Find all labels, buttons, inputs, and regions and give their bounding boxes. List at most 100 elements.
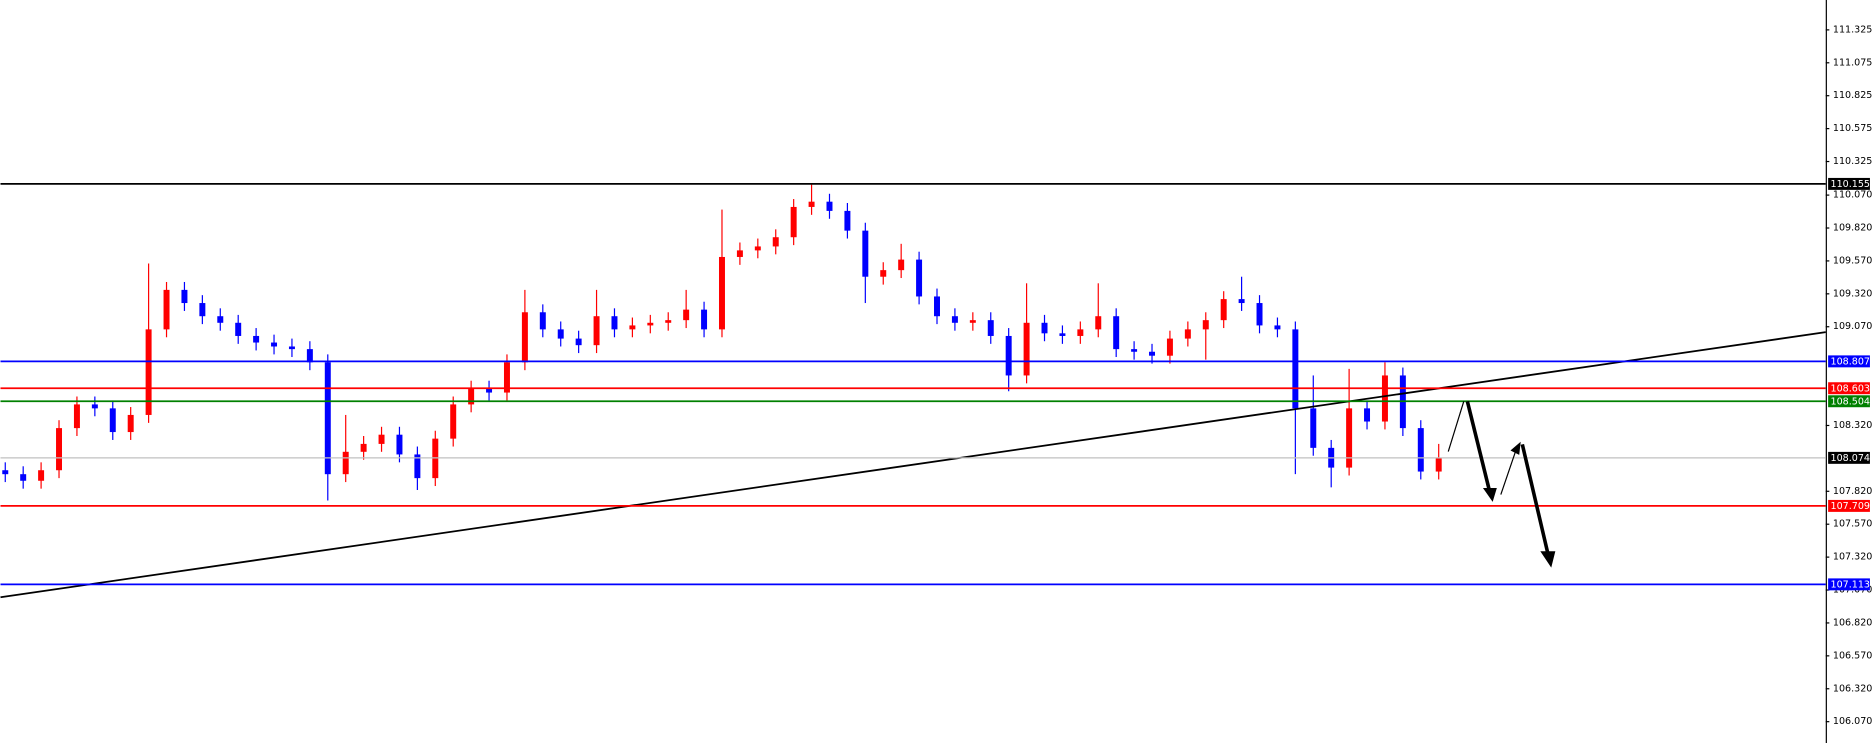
- y-tick-label: 106.070: [1833, 716, 1872, 727]
- candle-body: [73, 404, 80, 429]
- candle-body: [503, 362, 510, 393]
- candle-body: [683, 309, 690, 321]
- candle-body: [575, 338, 582, 346]
- candle-body: [1184, 329, 1191, 339]
- candle-body: [38, 470, 45, 481]
- candle-body: [862, 230, 869, 277]
- candle-body: [1059, 333, 1066, 336]
- candle-body: [1364, 408, 1371, 422]
- candle-body: [1310, 408, 1317, 448]
- trendline: [0, 331, 1826, 599]
- candle-body: [1381, 375, 1388, 422]
- arrow-head: [1510, 441, 1521, 455]
- candle-body: [1417, 428, 1424, 472]
- candle-body: [306, 349, 313, 363]
- price-label-box: [1828, 355, 1870, 368]
- plot-layer: [0, 183, 1826, 599]
- candle-body: [772, 237, 779, 247]
- candle-body: [1113, 316, 1120, 350]
- candle-body: [127, 414, 134, 433]
- y-tick-label: 110.325: [1833, 156, 1872, 167]
- arrow-down: [1465, 400, 1492, 494]
- candle-body: [790, 206, 797, 238]
- y-tick-label: 107.570: [1833, 519, 1872, 530]
- forecast-arrows: [1447, 400, 1556, 568]
- candle-body: [844, 210, 851, 231]
- candle-body: [271, 342, 278, 347]
- candle-body: [1346, 408, 1353, 468]
- candle-body: [701, 309, 708, 330]
- price-label: 108.504: [1831, 396, 1870, 407]
- price-label: 108.807: [1831, 356, 1870, 367]
- candle-body: [91, 404, 98, 409]
- candle-body: [486, 388, 493, 393]
- candle-body: [916, 259, 923, 297]
- candle-body: [1131, 349, 1138, 352]
- price-label-box: [1828, 578, 1870, 591]
- candle-body: [808, 201, 815, 207]
- candle-body: [109, 408, 116, 433]
- candle-body: [1166, 338, 1173, 356]
- candle-body: [539, 312, 546, 330]
- arrow-up: [1500, 445, 1519, 495]
- candle-body: [557, 329, 564, 339]
- y-tick-label: 109.320: [1833, 288, 1872, 299]
- y-tick-label: 111.325: [1833, 24, 1872, 35]
- arrow-head: [1540, 551, 1556, 568]
- candle-body: [288, 346, 295, 350]
- y-tick-label: 108.320: [1833, 420, 1872, 431]
- candle-body: [969, 320, 976, 323]
- candle-body: [934, 296, 940, 317]
- y-tick-label: 109.820: [1833, 223, 1872, 234]
- candle-body: [20, 474, 27, 481]
- candle-body: [56, 428, 63, 471]
- candle-body: [163, 289, 170, 330]
- arrow-up: [1447, 401, 1465, 452]
- candle-body: [880, 270, 887, 277]
- candle-body: [145, 329, 152, 415]
- candle-body: [324, 362, 331, 475]
- candle-body: [1256, 303, 1263, 326]
- candle-body: [665, 320, 672, 323]
- y-tick-label: 106.820: [1833, 617, 1872, 628]
- y-tick-label: 109.570: [1833, 255, 1872, 266]
- candle-body: [450, 404, 457, 439]
- candle-body: [378, 434, 385, 444]
- candle-body: [826, 201, 833, 211]
- candle-body: [987, 320, 994, 336]
- candle-body: [342, 451, 349, 475]
- y-tick-label: 110.575: [1833, 123, 1872, 134]
- price-label-box: [1828, 395, 1870, 408]
- y-tick-label: 110.070: [1833, 190, 1872, 201]
- price-label-box: [1828, 499, 1870, 512]
- candle-body: [396, 434, 403, 455]
- y-tick-label: 109.070: [1833, 321, 1872, 332]
- candle-body: [1149, 351, 1156, 356]
- candle-body: [736, 250, 743, 257]
- price-label: 108.603: [1831, 383, 1870, 394]
- y-tick-label: 111.075: [1833, 57, 1872, 68]
- candle-body: [217, 316, 224, 323]
- candle-body: [1435, 458, 1442, 472]
- candle-body: [629, 325, 636, 330]
- candle-body: [1238, 299, 1245, 304]
- candle-body: [468, 388, 475, 405]
- price-label: 110.155: [1831, 179, 1870, 190]
- candle-body: [360, 443, 367, 452]
- y-tick-label: 106.570: [1833, 650, 1872, 661]
- price-label-box: [1828, 451, 1870, 464]
- candle-body: [1041, 322, 1048, 334]
- candle-body: [898, 259, 905, 271]
- candle-body: [414, 454, 421, 479]
- y-tick-label: 110.825: [1833, 90, 1872, 101]
- candle-body: [1220, 299, 1227, 321]
- arrow-head: [1482, 487, 1497, 502]
- candle-body: [235, 322, 242, 336]
- y-tick-label: 106.320: [1833, 683, 1872, 694]
- candle-body: [521, 312, 528, 363]
- candle-body: [2, 470, 9, 475]
- candle-body: [611, 316, 618, 330]
- candle-body: [1292, 329, 1299, 409]
